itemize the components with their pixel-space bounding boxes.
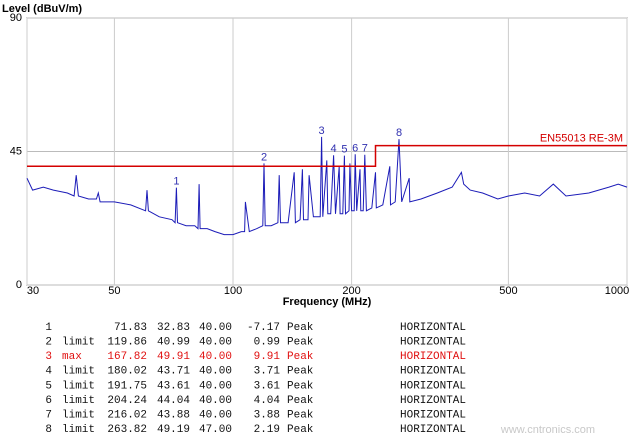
table-cell: 191.75 xyxy=(107,380,147,392)
y-tick-label: 45 xyxy=(10,145,22,157)
table-cell: 6 xyxy=(45,395,52,407)
table-cell: 4 xyxy=(45,366,52,378)
table-cell: 3 xyxy=(45,351,52,363)
table-cell: Peak xyxy=(287,424,314,436)
table-cell: HORIZONTAL xyxy=(400,424,466,436)
table-cell: Peak xyxy=(287,322,314,334)
table-cell: limit xyxy=(62,380,95,392)
table-cell: 40.00 xyxy=(199,410,232,422)
table-cell: 32.83 xyxy=(157,322,190,334)
table-cell: 49.91 xyxy=(157,351,190,363)
table-cell: Peak xyxy=(287,337,314,349)
marker-label: 6 xyxy=(352,142,358,154)
table-cell: HORIZONTAL xyxy=(400,410,466,422)
table-cell: 4.04 xyxy=(254,395,281,407)
marker-label: 8 xyxy=(396,127,402,139)
table-cell: 47.00 xyxy=(199,424,232,436)
marker-label: 4 xyxy=(331,143,337,155)
table-cell: HORIZONTAL xyxy=(400,322,466,334)
table-cell: 40.00 xyxy=(199,366,232,378)
series-line xyxy=(27,144,627,168)
table-cell: 180.02 xyxy=(107,366,147,378)
watermark: www.cntronics.com xyxy=(500,424,595,436)
table-cell: 40.99 xyxy=(157,337,190,349)
table-cell: 9.91 xyxy=(254,351,281,363)
table-cell: 2.19 xyxy=(254,424,280,436)
table-cell: 40.00 xyxy=(199,337,232,349)
table-cell: 2 xyxy=(45,337,52,349)
chart-title: Level (dBuV/m) xyxy=(2,3,82,15)
table-cell: 71.83 xyxy=(114,322,147,334)
table-cell: 3.88 xyxy=(254,410,280,422)
y-tick-label: 90 xyxy=(10,12,22,24)
table-cell: 40.00 xyxy=(199,351,232,363)
table-cell: HORIZONTAL xyxy=(400,395,466,407)
x-tick-label: 30 xyxy=(27,285,39,297)
marker-label: 2 xyxy=(261,151,267,163)
y-tick-label: 0 xyxy=(16,279,22,291)
table-cell: 43.88 xyxy=(157,410,190,422)
x-tick-label: 500 xyxy=(499,285,517,297)
table-cell: Peak xyxy=(287,351,314,363)
x-tick-label: 200 xyxy=(342,285,360,297)
table-cell: Peak xyxy=(287,410,314,422)
table-cell: -7.17 xyxy=(247,322,280,334)
table-cell: 44.04 xyxy=(157,395,190,407)
table-cell: Peak xyxy=(287,366,314,378)
table-cell: 167.82 xyxy=(107,351,147,363)
table-cell: 3.61 xyxy=(254,380,281,392)
table-cell: limit xyxy=(62,395,95,407)
table-cell: Peak xyxy=(287,380,314,392)
table-cell: 0.99 xyxy=(254,337,280,349)
table-cell: 119.86 xyxy=(107,337,147,349)
table-cell: 3.71 xyxy=(254,366,281,378)
x-tick-label: 100 xyxy=(224,285,242,297)
marker-label: 3 xyxy=(319,125,325,137)
table-cell: 263.82 xyxy=(107,424,147,436)
table-cell: 8 xyxy=(45,424,52,436)
series-line xyxy=(26,136,628,236)
table-cell: 1 xyxy=(45,322,52,334)
table-cell: max xyxy=(62,351,82,363)
x-axis-label: Frequency (MHz) xyxy=(283,296,372,308)
table-cell: limit xyxy=(62,424,95,436)
table-cell: 40.00 xyxy=(199,322,232,334)
table-cell: 216.02 xyxy=(107,410,147,422)
table-cell: HORIZONTAL xyxy=(400,366,466,378)
marker-label: 7 xyxy=(362,143,368,155)
table-cell: 40.00 xyxy=(199,380,232,392)
x-tick-label: 50 xyxy=(108,285,120,297)
table-cell: HORIZONTAL xyxy=(400,380,466,392)
table-cell: 43.61 xyxy=(157,380,190,392)
table-cell: limit xyxy=(62,410,95,422)
table-cell: 40.00 xyxy=(199,395,232,407)
table-cell: limit xyxy=(62,366,95,378)
limit-label: EN55013 RE-3M xyxy=(540,132,623,144)
table-cell: limit xyxy=(62,337,95,349)
table-cell: 43.71 xyxy=(157,366,190,378)
table-cell: HORIZONTAL xyxy=(400,351,466,363)
x-tick-label: 1000 xyxy=(605,285,629,297)
table-cell: Peak xyxy=(287,395,314,407)
table: 1 71.83 32.83 40.00 -7.17 Peak HORIZONTAL 2 limi… xyxy=(45,322,466,436)
marker-label: 1 xyxy=(173,176,179,188)
table-cell: 7 xyxy=(45,410,52,422)
marker-label: 5 xyxy=(341,144,347,156)
table-cell: HORIZONTAL xyxy=(400,337,466,349)
table-cell: 204.24 xyxy=(107,395,147,407)
table-cell: 5 xyxy=(45,380,52,392)
table-cell: 49.19 xyxy=(157,424,190,436)
